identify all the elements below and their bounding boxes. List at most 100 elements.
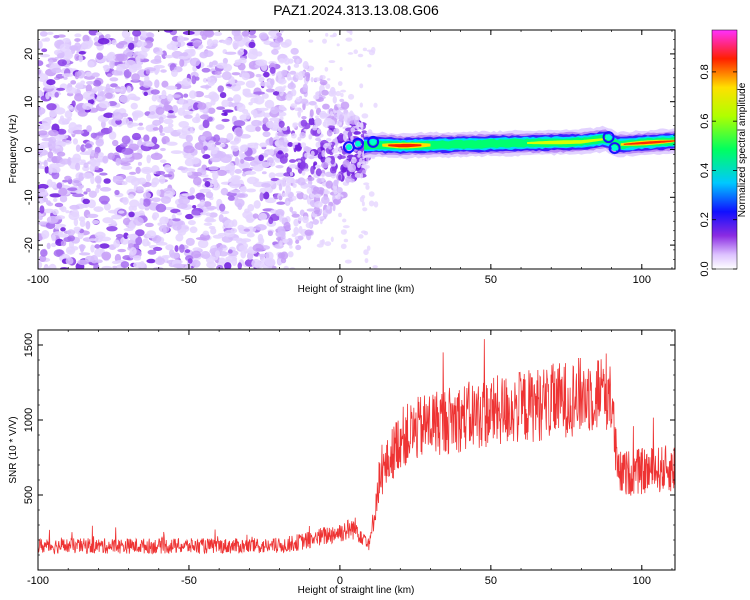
noise-cell (212, 171, 219, 180)
noise-cell (241, 30, 250, 37)
noise-cell (118, 210, 125, 214)
snr-frame (38, 330, 675, 570)
noise-cell (233, 120, 246, 127)
noise-cell (161, 136, 170, 145)
noise-cell (291, 211, 297, 215)
noise-cell (278, 58, 285, 64)
noise-cell (265, 197, 277, 204)
noise-cell (329, 86, 336, 95)
noise-cell (62, 179, 68, 183)
noise-cell (251, 119, 262, 127)
noise-cell (277, 252, 286, 259)
noise-cell (251, 259, 262, 268)
noise-cell (170, 150, 183, 155)
noise-cell (159, 132, 166, 136)
spectrogram-xtick-label: -100 (27, 274, 49, 286)
noise-cell (295, 72, 300, 79)
spectrogram-ytick-label: 0 (23, 146, 35, 152)
noise-cell (189, 57, 201, 67)
noise-cell (78, 54, 83, 63)
noise-cell (253, 200, 261, 209)
noise-cell (113, 53, 125, 62)
noise-cell (287, 251, 294, 258)
noise-cell (283, 265, 289, 269)
noise-cell (303, 128, 307, 132)
noise-cell (64, 110, 73, 119)
noise-cell (181, 193, 193, 197)
noise-cell (240, 145, 248, 152)
noise-cell (269, 159, 274, 164)
noise-cell (168, 123, 174, 128)
noise-cell (291, 213, 300, 218)
noise-cell (46, 242, 51, 250)
noise-cell (46, 215, 59, 224)
noise-cell (192, 247, 202, 252)
noise-cell (270, 78, 275, 86)
noise-cell (219, 143, 226, 148)
noise-cell (295, 239, 300, 244)
noise-cell (320, 196, 330, 205)
noise-cell (199, 199, 206, 206)
noise-cell (181, 125, 193, 135)
noise-cell (193, 172, 203, 177)
noise-cell (66, 229, 76, 236)
noise-cell (38, 261, 43, 269)
noise-cell (123, 69, 132, 79)
noise-cell (151, 136, 158, 145)
noise-cell (229, 181, 241, 189)
noise-cell (130, 102, 138, 110)
noise-cell (82, 90, 95, 100)
noise-cell (145, 124, 156, 132)
noise-cell (38, 69, 41, 75)
noise-cell (240, 159, 245, 164)
noise-cell (340, 92, 344, 98)
noise-cell (214, 70, 222, 76)
noise-cell (279, 41, 287, 45)
noise-cell (74, 71, 80, 80)
noise-cell (165, 244, 174, 251)
noise-cell (276, 32, 282, 37)
noise-cell (154, 257, 166, 266)
noise-cell (46, 103, 57, 111)
noise-cell (246, 176, 258, 185)
noise-cell (315, 137, 322, 142)
noise-cell (354, 115, 359, 121)
noise-cell (112, 265, 118, 269)
noise-cell (257, 253, 268, 257)
noise-cell (85, 71, 93, 77)
noise-cell (157, 222, 163, 226)
signal-band-core (388, 143, 422, 148)
noise-cell (137, 126, 145, 131)
noise-cell (131, 152, 143, 160)
noise-cell (128, 171, 137, 175)
noise-cell (316, 177, 322, 184)
noise-cell (289, 244, 293, 249)
noise-cell (206, 205, 217, 210)
noise-cell (330, 155, 336, 165)
noise-cell (255, 73, 262, 78)
noise-cell (129, 96, 141, 101)
noise-cell (38, 90, 42, 98)
noise-cell (48, 165, 53, 175)
noise-cell (151, 94, 158, 102)
noise-cell (199, 114, 210, 120)
noise-cell (202, 230, 209, 236)
noise-cell (162, 126, 174, 134)
noise-cell (131, 112, 142, 117)
noise-cell (121, 30, 131, 39)
noise-cell (70, 80, 77, 85)
colorbar-tick-label: 0.4 (699, 163, 711, 178)
noise-cell (135, 186, 144, 193)
noise-cell (241, 72, 250, 81)
noise-cell (276, 36, 283, 42)
noise-cell (90, 244, 95, 253)
noise-cell (263, 112, 271, 118)
noise-cell (297, 235, 304, 241)
noise-cell (121, 181, 128, 186)
noise-cell (45, 92, 50, 100)
noise-cell (289, 70, 297, 75)
noise-cell (200, 212, 208, 216)
noise-cell (356, 161, 361, 169)
noise-cell (221, 118, 230, 123)
noise-cell (103, 112, 115, 118)
